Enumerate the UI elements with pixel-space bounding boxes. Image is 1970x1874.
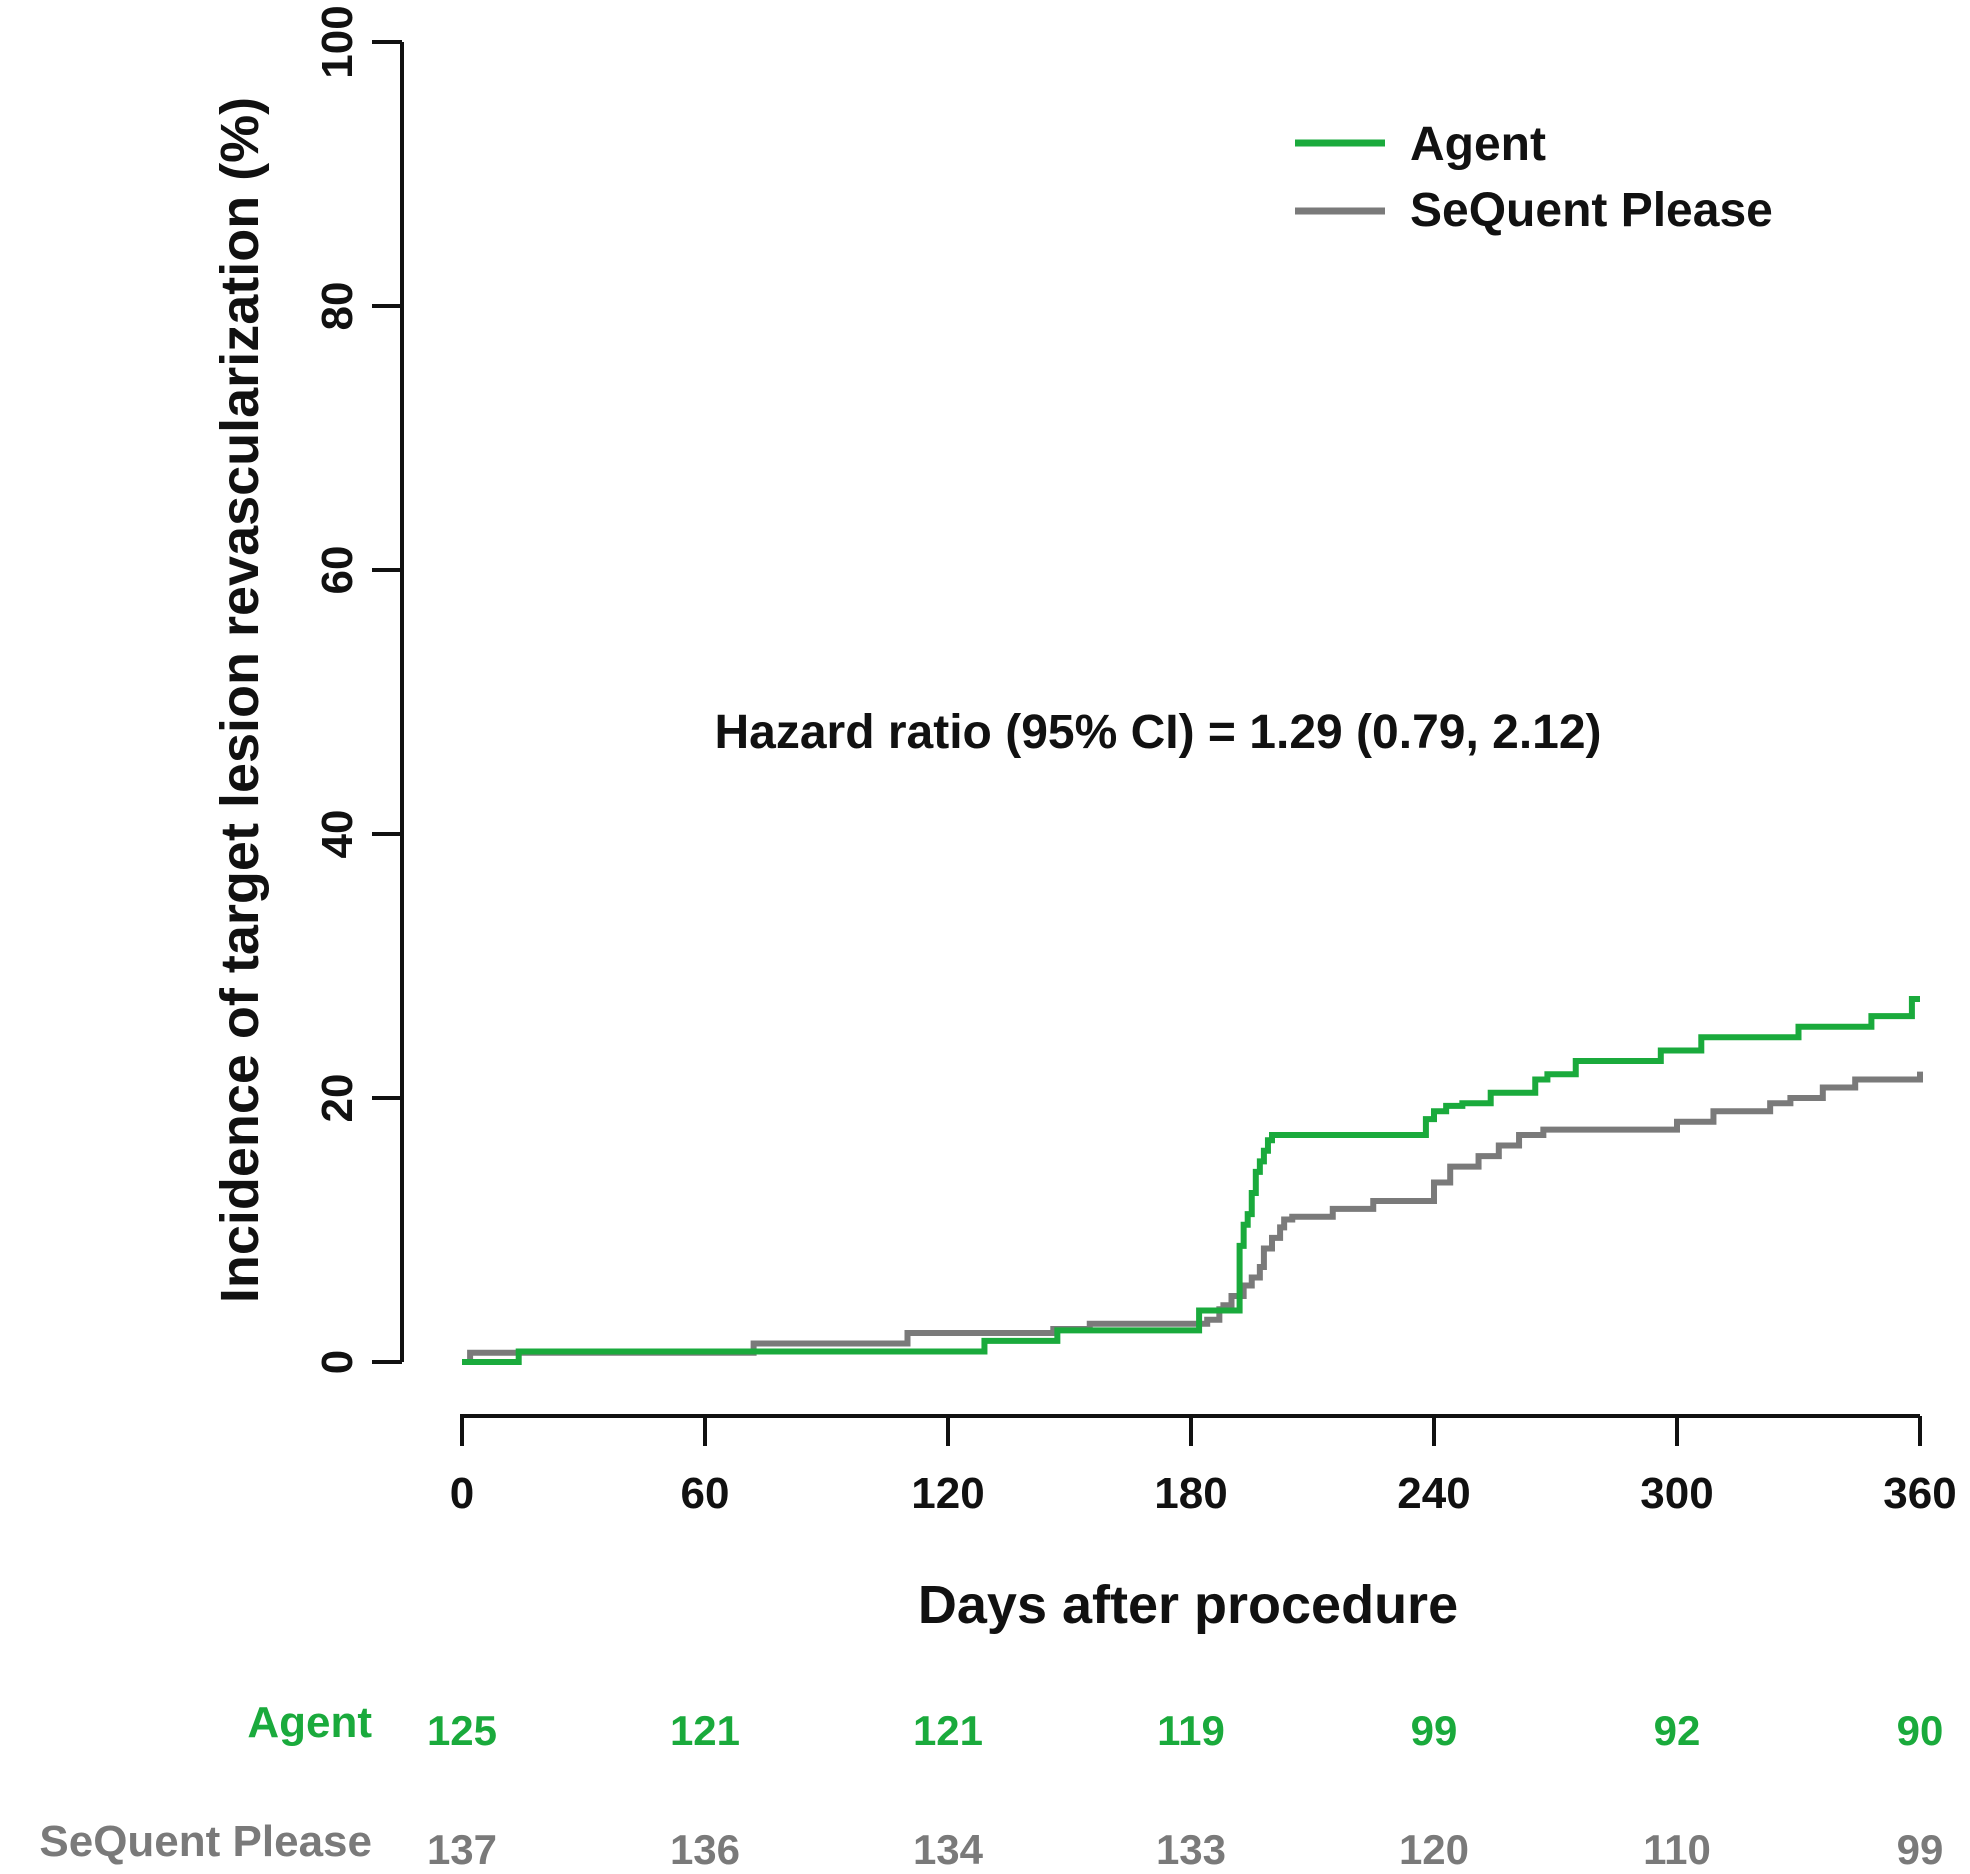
y-tick-label: 40 [313,810,362,859]
x-ticks: 0 60 120 180 240 300 360 [450,1416,1957,1518]
x-axis-title: Days after procedure [918,1575,1458,1635]
risk-value: 137 [427,1826,497,1873]
risk-value: 90 [1897,1707,1944,1754]
risk-value: 134 [913,1826,984,1873]
plot-series [462,996,1923,1365]
x-tick-label: 120 [911,1469,984,1518]
x-tick-label: 180 [1154,1469,1227,1518]
risk-table: Agent 125 121 121 119 99 92 90 SeQuent Please 137… [39,1698,1943,1873]
x-tick-label: 60 [681,1469,730,1518]
risk-value: 125 [427,1707,497,1754]
y-tick-label: 100 [313,5,362,78]
risk-value: 121 [670,1707,740,1754]
y-axis-title: Incidence of target lesion revasculariza… [210,97,270,1303]
risk-value: 92 [1654,1707,1701,1754]
y-ticks: 0 20 40 60 80 100 [313,5,402,1374]
risk-value: 99 [1411,1707,1458,1754]
legend-label-sequent: SeQuent Please [1410,184,1773,237]
risk-value: 133 [1156,1826,1226,1873]
x-tick-label: 360 [1883,1469,1956,1518]
risk-value: 119 [1157,1707,1225,1754]
x-axis: 0 60 120 180 240 300 360 Days after procedure [450,1414,1957,1635]
x-tick-label: 0 [450,1469,474,1518]
x-tick-label: 300 [1640,1469,1713,1518]
y-tick-label: 0 [313,1350,362,1374]
risk-value: 121 [913,1707,983,1754]
hazard-ratio-annotation: Hazard ratio (95% CI) = 1.29 (0.79, 2.12… [714,706,1601,759]
risk-value: 136 [670,1826,740,1873]
legend-label-agent: Agent [1410,118,1546,171]
series-line-sequent-please [462,1071,1923,1365]
y-tick-label: 60 [313,546,362,595]
risk-value: 110 [1643,1826,1711,1873]
risk-value: 120 [1399,1826,1469,1873]
y-tick-label: 80 [313,282,362,331]
y-tick-label: 20 [313,1074,362,1123]
risk-row-label: Agent [247,1698,372,1747]
x-tick-label: 240 [1397,1469,1470,1518]
series-line-agent [462,996,1920,1365]
risk-value: 99 [1897,1826,1944,1873]
risk-row-label: SeQuent Please [39,1817,372,1866]
y-axis: 0 20 40 60 80 100 Incidence of target lesion … [210,5,404,1374]
legend: Agent SeQuent Please [1295,118,1773,237]
